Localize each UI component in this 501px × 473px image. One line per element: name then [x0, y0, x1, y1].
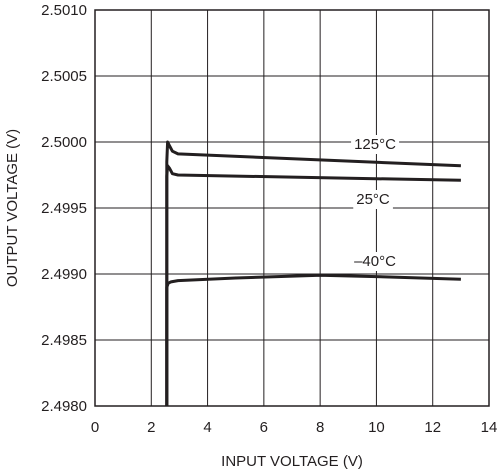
y-tick-label: 2.4995: [41, 200, 87, 217]
y-tick-label: 2.5010: [41, 2, 87, 19]
gridlines: [95, 10, 489, 406]
x-tick-label: 0: [91, 419, 99, 436]
y-tick-label: 2.4980: [41, 398, 87, 415]
y-tick-label: 2.5005: [41, 68, 87, 85]
x-tick-label: 12: [424, 419, 441, 436]
series-line-1: [165, 164, 461, 406]
annotation-background: [351, 252, 400, 271]
series-lines: [165, 140, 461, 406]
y-axis-label: OUTPUT VOLTAGE (V): [4, 129, 21, 287]
x-tick-label: 8: [316, 419, 324, 436]
annotation-background: [353, 190, 393, 209]
x-tick-label: 4: [203, 419, 211, 436]
series-line-2: [165, 273, 461, 406]
y-tick-label: 2.5000: [41, 134, 87, 151]
y-tick-label: 2.4985: [41, 332, 87, 349]
series-annotation: –40°C: [354, 253, 396, 270]
x-axis-label: INPUT VOLTAGE (V): [221, 453, 363, 470]
tick-labels: 0 2 4 6 8 10 12 14 2.4980 2.4985 2.4990 2.4995 2.500…: [41, 2, 497, 436]
plot-frame: [94, 9, 490, 407]
y-tick-label: 2.4990: [41, 266, 87, 283]
series-annotation: 25°C: [356, 191, 390, 208]
series-line-0: [165, 140, 461, 406]
x-tick-label: 14: [481, 419, 498, 436]
series-annotation: 125°C: [354, 136, 396, 153]
annotation-background: [351, 135, 400, 154]
x-tick-label: 6: [260, 419, 268, 436]
x-tick-label: 2: [147, 419, 155, 436]
series-annotations: 125°C 25°C –40°C: [351, 135, 400, 271]
x-tick-label: 10: [368, 419, 385, 436]
